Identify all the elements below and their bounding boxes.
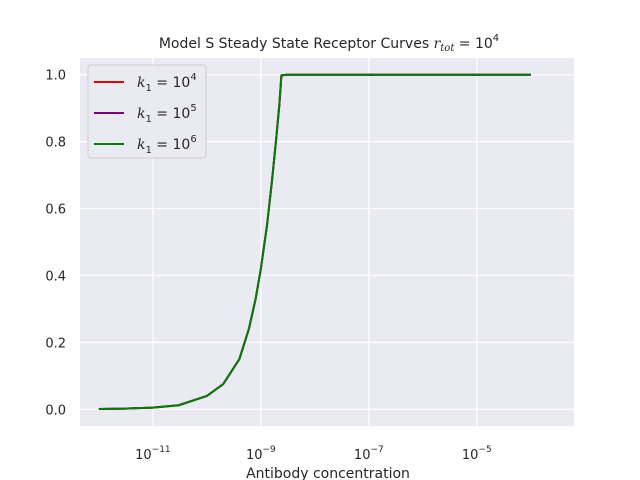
x-axis-label: Antibody concentration [246,466,410,480]
x-tick-label: 10−5 [462,445,492,463]
series-lines [98,73,531,410]
legend: k1 = 104 k1 = 105 k1 = 106 [87,64,207,159]
y-tick-label: 0.0 [45,403,66,418]
legend-box [87,64,207,159]
series-line-3 [98,73,531,410]
y-tick-label: 1.0 [45,69,66,84]
x-tick-label: 10−11 [135,445,171,463]
y-tick-label: 0.2 [45,336,66,351]
y-tick-label: 0.4 [45,269,66,284]
legend-label-2: k1 = 105 [137,103,197,125]
x-tick-label: 10−9 [246,445,276,463]
x-tick-labels: 10−11 10−9 10−7 10−5 [135,445,492,463]
legend-label-1: k1 = 104 [137,72,197,94]
y-tick-label: 0.6 [45,203,66,218]
chart-title: Model S Steady State Receptor Curves rto… [159,33,499,54]
y-tick-label: 0.8 [45,136,66,151]
chart-title-text: Model S Steady State Receptor Curves [159,36,429,52]
legend-label-3: k1 = 106 [137,134,197,156]
x-tick-label: 10−7 [354,445,384,463]
y-tick-labels: 0.0 0.2 0.4 0.6 0.8 1.0 [45,69,66,419]
